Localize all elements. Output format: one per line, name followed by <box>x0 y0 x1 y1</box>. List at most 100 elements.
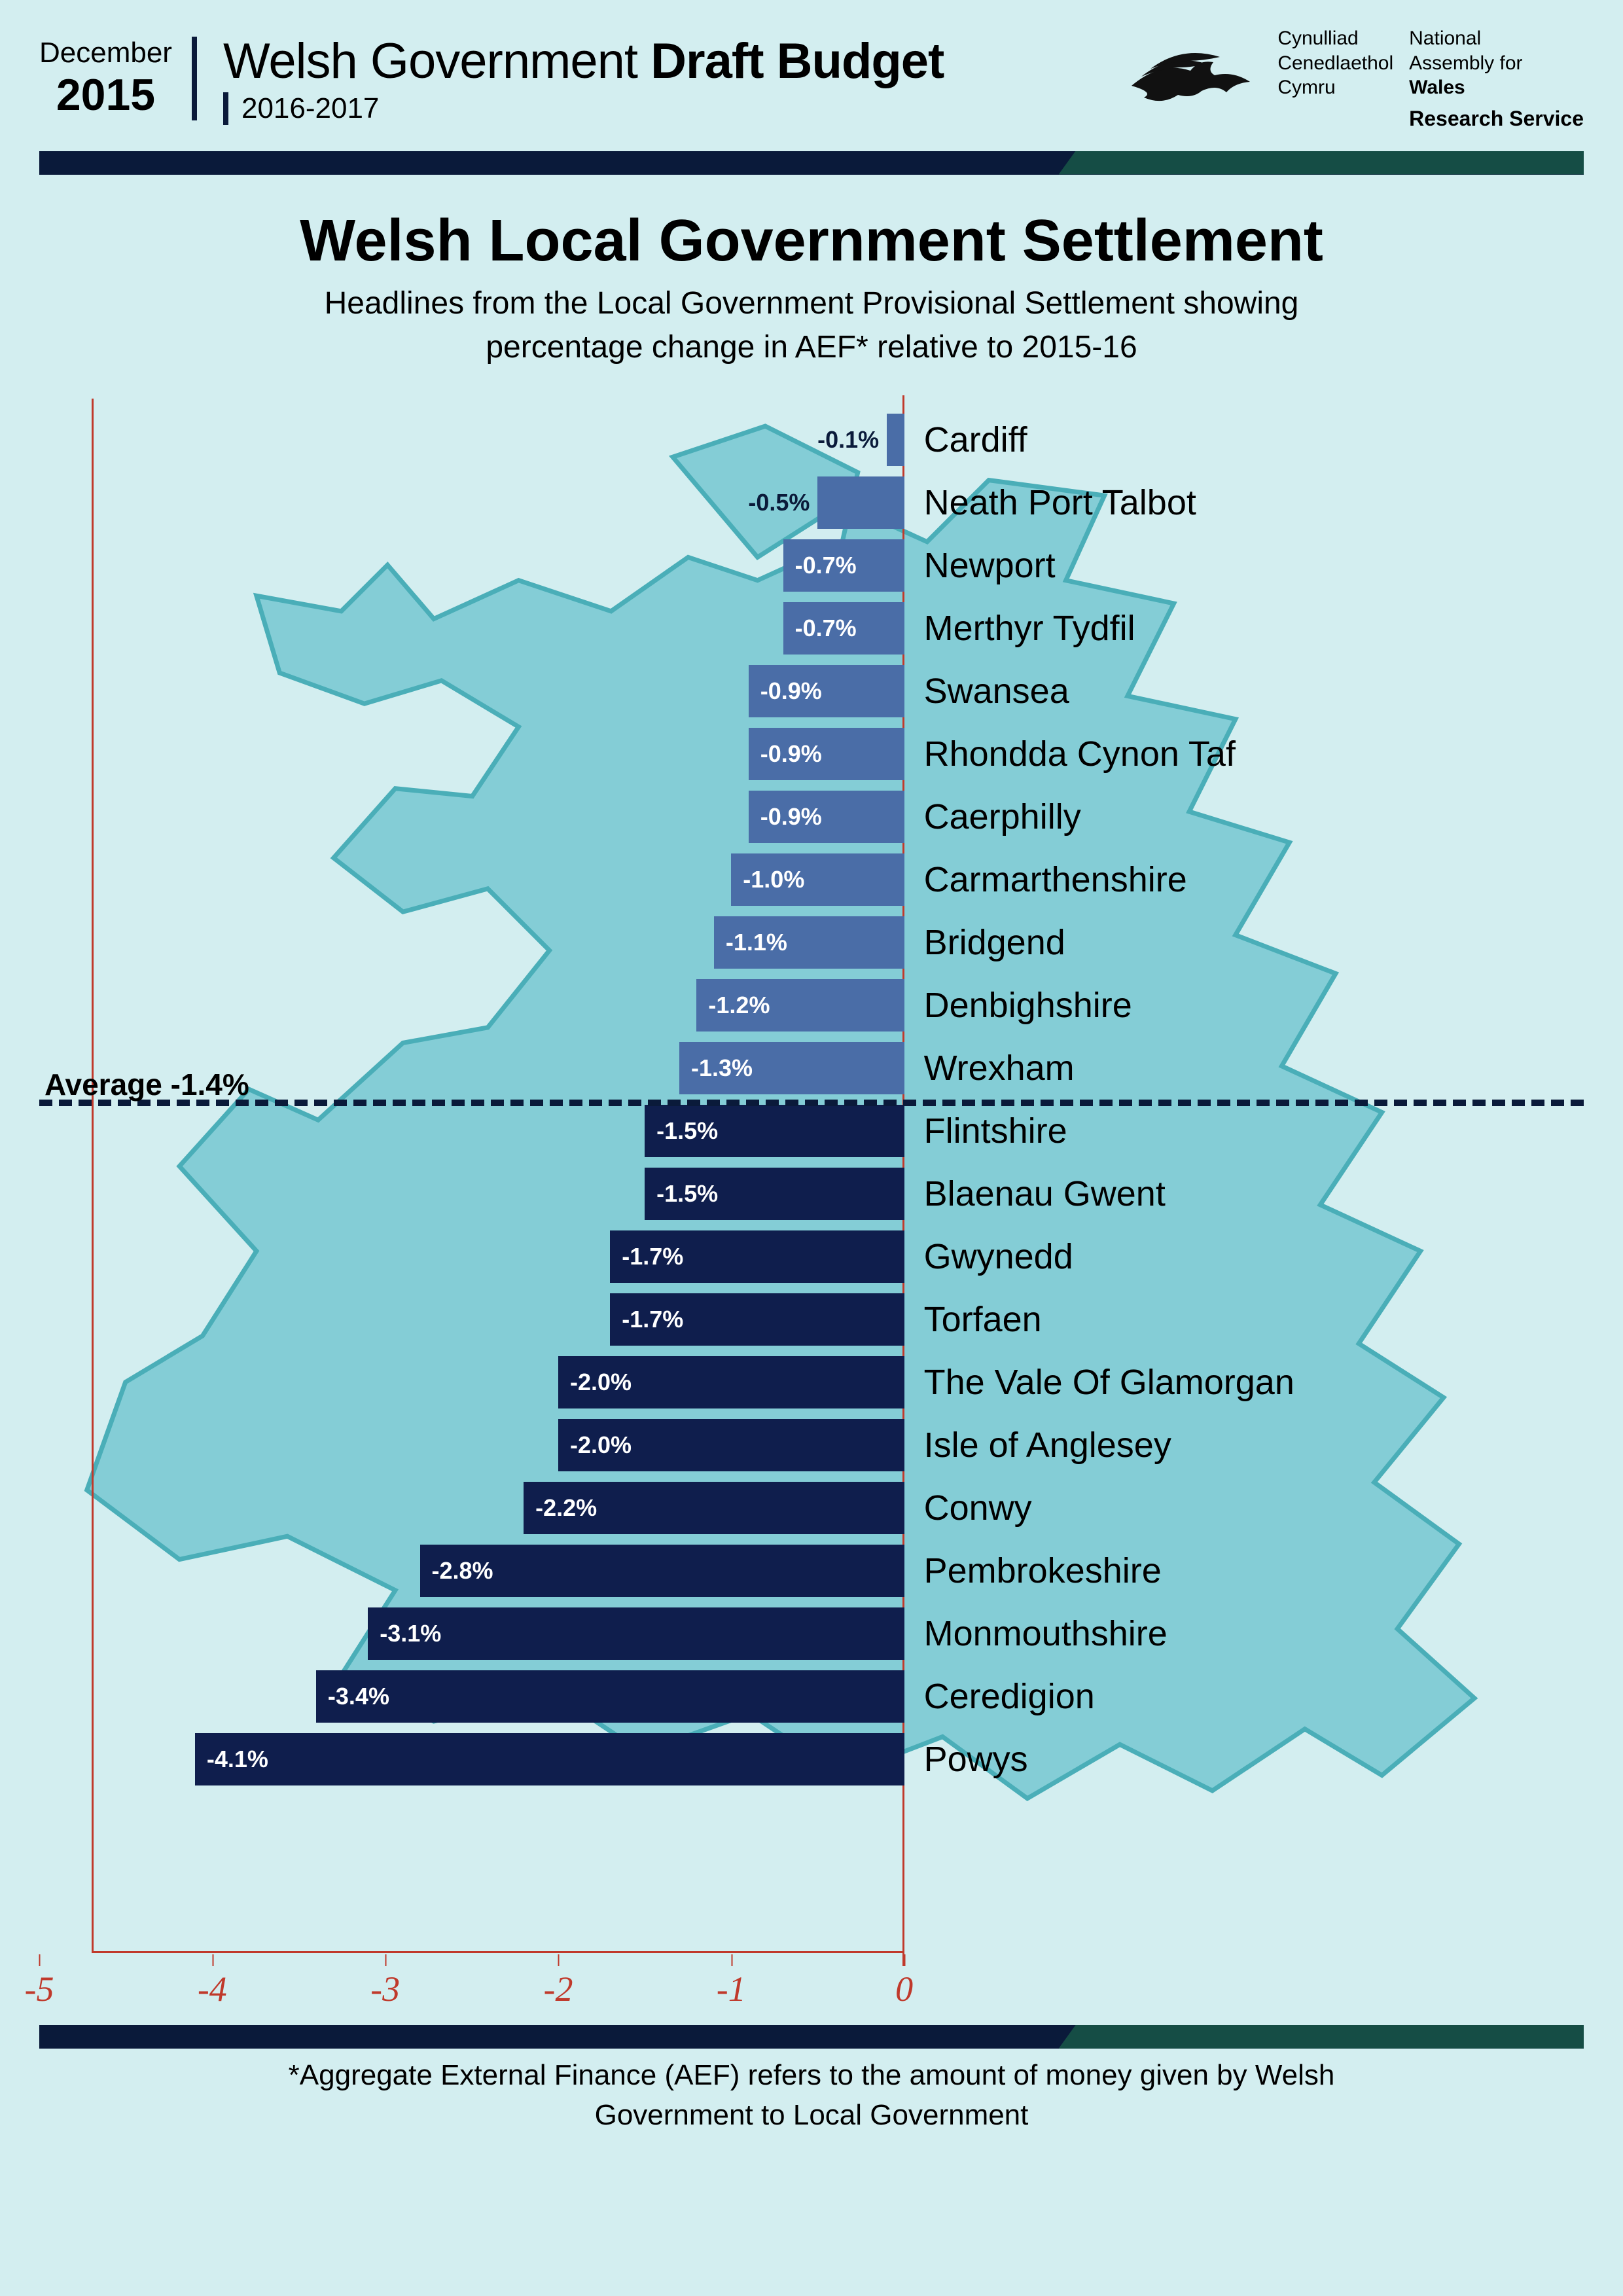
bar-row: -3.1% Monmouthshire <box>39 1602 1584 1665</box>
footer-divider <box>39 2025 1584 2049</box>
fiscal-years: 2016-2017 <box>223 92 379 125</box>
bar-row: -0.9%Rhondda Cynon Taf <box>39 723 1584 785</box>
footnote: *Aggregate External Finance (AEF) refers… <box>0 2055 1623 2136</box>
label-area: Wrexham <box>904 1048 1584 1088</box>
bar-value-label: -0.1% <box>817 426 887 454</box>
region-name: Powys <box>924 1739 1584 1780</box>
region-name: Monmouthshire <box>924 1613 1584 1654</box>
label-area: Torfaen <box>904 1299 1584 1340</box>
welsh-line: Cenedlaethol <box>1277 51 1393 76</box>
bar-area: -1.7% <box>39 1288 904 1351</box>
chart-bar: -2.0% <box>558 1419 904 1471</box>
english-name: National Assembly for Wales Research Ser… <box>1409 26 1584 132</box>
bar-area: -2.8% <box>39 1539 904 1602</box>
subtitle-line: percentage change in AEF* relative to 20… <box>486 330 1137 365</box>
label-area: Rhondda Cynon Taf <box>904 734 1584 774</box>
chart-bar: -0.9% <box>749 665 904 717</box>
average-line: Average -1.4% <box>39 1100 1584 1106</box>
chart-bar: -0.9% <box>749 791 904 843</box>
label-area: Pembrokeshire <box>904 1551 1584 1591</box>
bar-area: -2.0% <box>39 1414 904 1477</box>
label-area: Cardiff <box>904 420 1584 460</box>
footnote-line: Government to Local Government <box>595 2099 1029 2131</box>
chart-bar: -2.0% <box>558 1356 904 1408</box>
region-name: Conwy <box>924 1488 1584 1528</box>
bar-area: -1.5% <box>39 1100 904 1162</box>
welsh-line: Cynulliad <box>1277 26 1393 51</box>
chart-area: -5-4-3-2-10 -0.1%Cardiff-0.5%Neath Port … <box>39 395 1584 1999</box>
label-area: Denbighshire <box>904 985 1584 1026</box>
bar-area: -1.7% <box>39 1225 904 1288</box>
title-light: Welsh Government <box>223 33 651 89</box>
bar-row: -2.0% The Vale Of Glamorgan <box>39 1351 1584 1414</box>
label-area: Carmarthenshire <box>904 859 1584 900</box>
bar-value-label: -0.9% <box>760 803 822 831</box>
bar-value-label: -2.8% <box>432 1557 493 1585</box>
chart-bar: -2.2% <box>524 1482 904 1534</box>
label-area: The Vale Of Glamorgan <box>904 1362 1584 1403</box>
label-area: Monmouthshire <box>904 1613 1584 1654</box>
bar-row: -0.7% Merthyr Tydfil <box>39 597 1584 660</box>
label-area: Merthyr Tydfil <box>904 608 1584 649</box>
bar-value-label: -1.7% <box>622 1306 683 1333</box>
bar-area: -0.9% <box>39 785 904 848</box>
region-name: The Vale Of Glamorgan <box>924 1362 1584 1403</box>
bar-value-label: -0.7% <box>795 615 857 642</box>
bar-row: -1.3%Wrexham <box>39 1037 1584 1100</box>
bar-value-label: -1.0% <box>743 866 804 893</box>
region-name: Pembrokeshire <box>924 1551 1584 1591</box>
header: December 2015 Welsh Government Draft Bud… <box>0 0 1623 151</box>
bar-value-label: -2.2% <box>535 1494 597 1522</box>
label-area: Blaenau Gwent <box>904 1174 1584 1214</box>
region-name: Swansea <box>924 671 1584 711</box>
region-name: Isle of Anglesey <box>924 1425 1584 1465</box>
bar-row: -0.9% Caerphilly <box>39 785 1584 848</box>
bar-value-label: -0.5% <box>748 489 817 516</box>
bar-row: -1.7% Torfaen <box>39 1288 1584 1351</box>
bar-area: -2.2% <box>39 1477 904 1539</box>
eng-line: Wales <box>1409 75 1584 100</box>
bar-area: -4.1% <box>39 1728 904 1791</box>
bar-row: -2.8% Pembrokeshire <box>39 1539 1584 1602</box>
label-area: Neath Port Talbot <box>904 482 1584 523</box>
bar-row: -1.5%Flintshire <box>39 1100 1584 1162</box>
bar-area: -3.1% <box>39 1602 904 1665</box>
bar-row: -1.5%Blaenau Gwent <box>39 1162 1584 1225</box>
region-name: Carmarthenshire <box>924 859 1584 900</box>
label-area: Ceredigion <box>904 1676 1584 1717</box>
welsh-name: Cynulliad Cenedlaethol Cymru <box>1277 26 1393 132</box>
region-name: Torfaen <box>924 1299 1584 1340</box>
chart-title: Welsh Local Government Settlement <box>0 207 1623 275</box>
bar-value-label: -1.7% <box>622 1243 683 1270</box>
date-month: December <box>39 37 172 69</box>
average-label: Average -1.4% <box>45 1067 249 1102</box>
chart-bar: -3.1% <box>368 1607 904 1660</box>
region-name: Cardiff <box>924 420 1584 460</box>
chart-bar: -0.1% <box>887 414 904 466</box>
dragon-icon <box>1122 35 1259 123</box>
region-name: Caerphilly <box>924 797 1584 837</box>
page-root: December 2015 Welsh Government Draft Bud… <box>0 0 1623 2296</box>
bar-value-label: -4.1% <box>207 1746 268 1773</box>
bar-area: -0.9% <box>39 723 904 785</box>
region-name: Newport <box>924 545 1584 586</box>
chart-bar: -2.8% <box>420 1545 904 1597</box>
chart-bar: -0.7% <box>783 602 904 655</box>
label-area: Swansea <box>904 671 1584 711</box>
bar-area: -2.0% <box>39 1351 904 1414</box>
header-divider <box>39 151 1584 175</box>
footnote-line: *Aggregate External Finance (AEF) refers… <box>289 2059 1335 2091</box>
label-area: Flintshire <box>904 1111 1584 1151</box>
label-area: Newport <box>904 545 1584 586</box>
region-name: Bridgend <box>924 922 1584 963</box>
bar-area: -1.0% <box>39 848 904 911</box>
label-area: Bridgend <box>904 922 1584 963</box>
bar-row: -3.4%Ceredigion <box>39 1665 1584 1728</box>
bar-value-label: -1.1% <box>726 929 787 956</box>
chart-bar: -1.7% <box>610 1230 904 1283</box>
bar-row: -0.5% Neath Port Talbot <box>39 471 1584 534</box>
bar-row: -1.0% Carmarthenshire <box>39 848 1584 911</box>
region-name: Blaenau Gwent <box>924 1174 1584 1214</box>
subtitle-line: Headlines from the Local Government Prov… <box>325 286 1299 321</box>
logo-area: Cynulliad Cenedlaethol Cymru National As… <box>1122 26 1584 132</box>
